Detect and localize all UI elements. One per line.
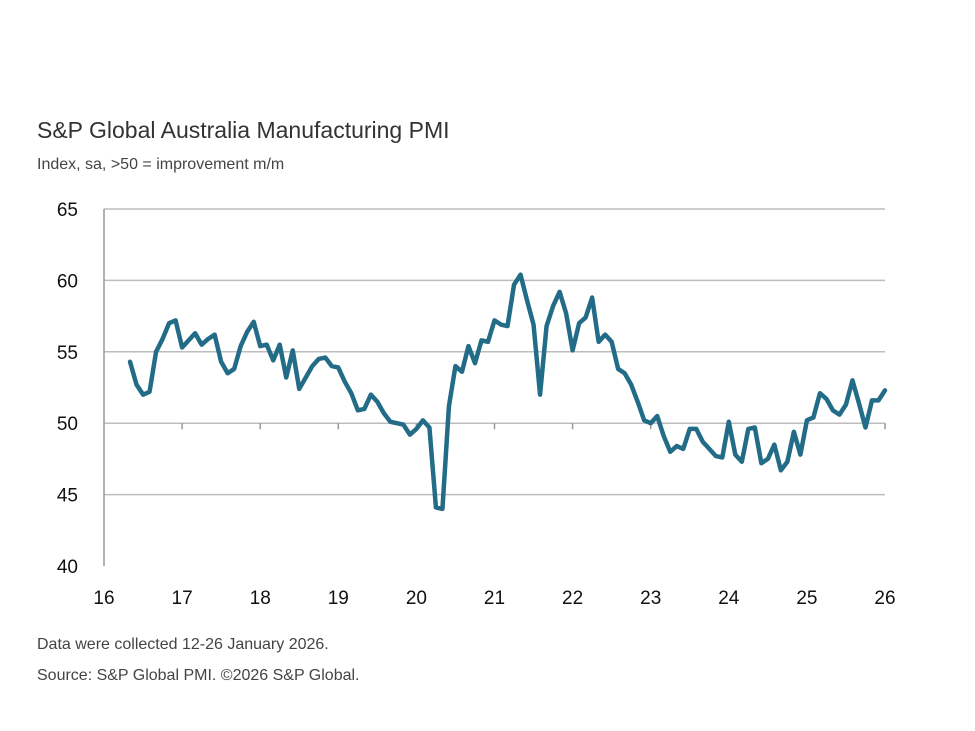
y-tick-label: 50 (57, 414, 78, 435)
x-tick-label: 25 (796, 588, 817, 609)
y-tick-label: 60 (57, 271, 78, 292)
y-tick-label: 65 (57, 200, 78, 221)
chart-subtitle: Index, sa, >50 = improvement m/m (37, 156, 285, 173)
x-tick-label: 18 (250, 588, 271, 609)
source-note: Source: S&P Global PMI. ©2026 S&P Global… (37, 667, 360, 684)
x-tick-label: 23 (640, 588, 661, 609)
data-collection-note: Data were collected 12-26 January 2026. (37, 636, 329, 653)
x-tick-label: 26 (874, 588, 895, 609)
chart-title: S&P Global Australia Manufacturing PMI (37, 117, 450, 143)
y-tick-label: 55 (57, 343, 78, 364)
x-tick-label: 16 (93, 588, 114, 609)
x-tick-label: 24 (718, 588, 740, 609)
x-tick-label: 17 (172, 588, 193, 609)
y-tick-label: 40 (57, 557, 78, 578)
x-tick-label: 21 (484, 588, 505, 609)
y-tick-label: 45 (57, 486, 78, 507)
x-tick-label: 22 (562, 588, 583, 609)
x-tick-label: 19 (328, 588, 349, 609)
x-tick-label: 20 (406, 588, 427, 609)
pmi-series-line (127, 272, 888, 512)
